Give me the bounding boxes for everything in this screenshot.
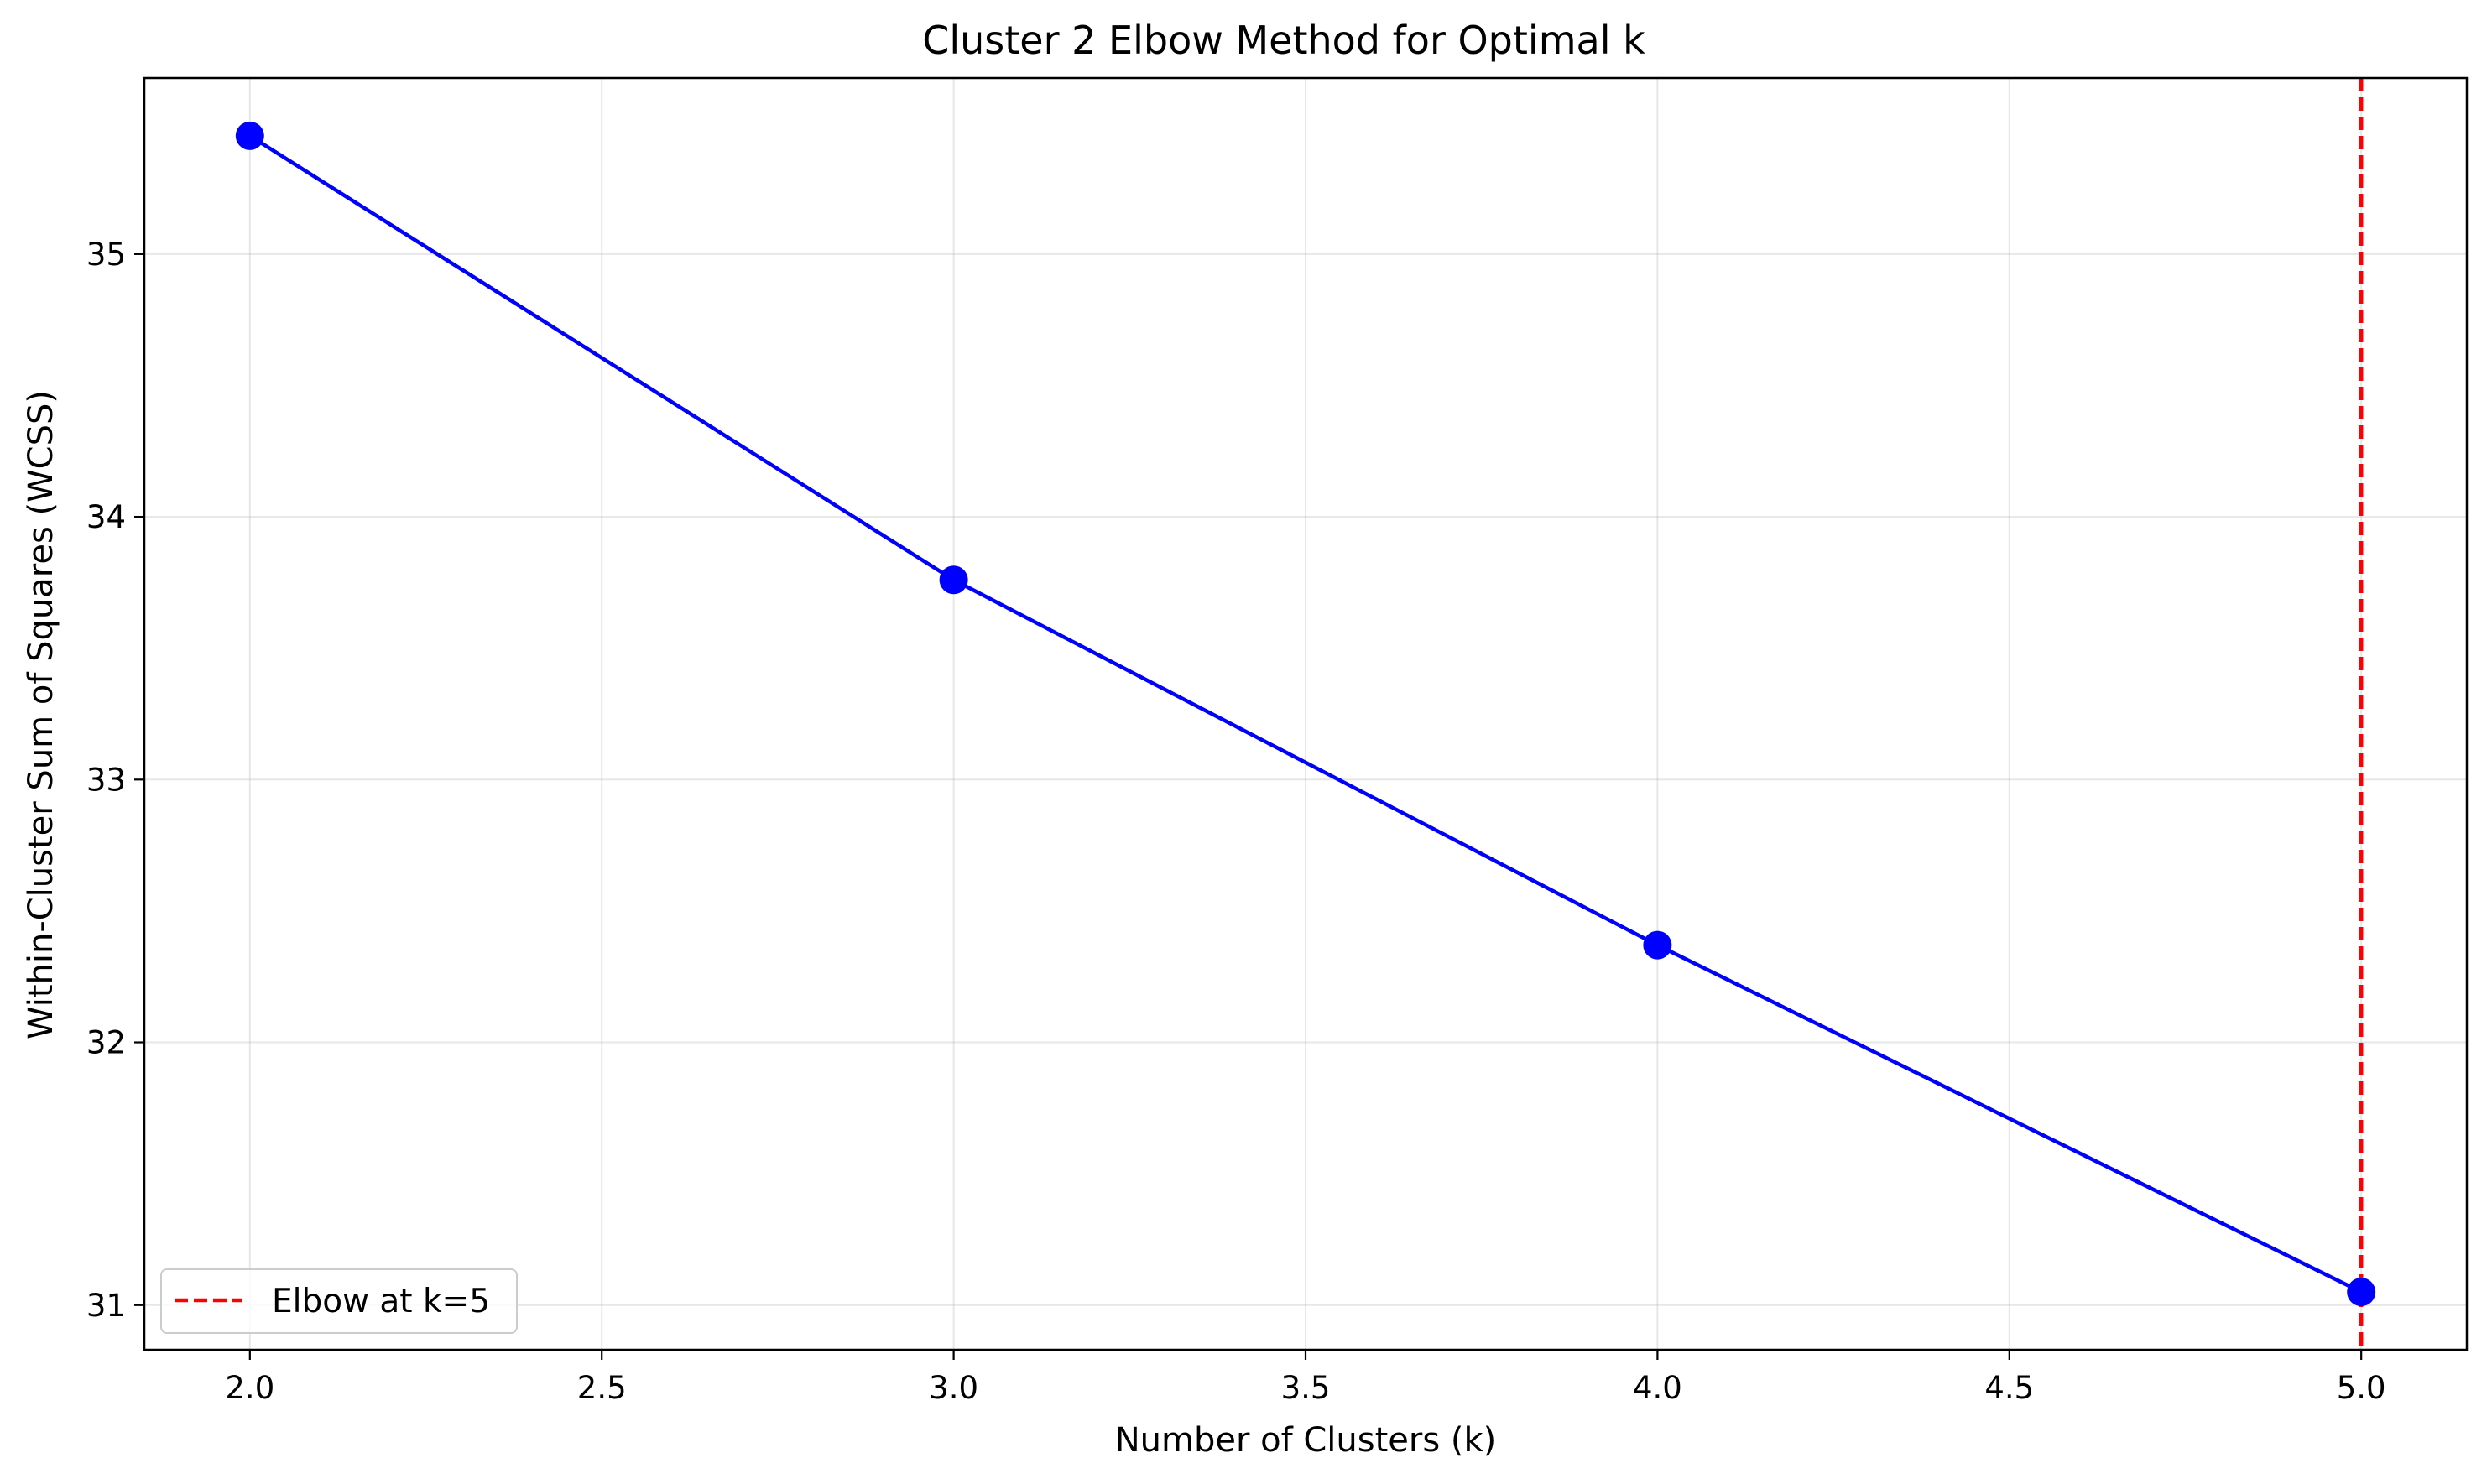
y-axis-label: Within-Cluster Sum of Squares (WCSS) <box>22 390 60 1039</box>
y-tick-label: 31 <box>86 1288 126 1324</box>
x-tick-label: 3.0 <box>929 1370 978 1406</box>
y-tick-label: 34 <box>86 499 126 535</box>
chart-title: Cluster 2 Elbow Method for Optimal k <box>922 18 1645 63</box>
x-tick-label: 4.5 <box>1984 1370 2034 1406</box>
axis-ticks: 2.0 2.5 3.0 3.5 4.0 4.5 5.0 31 32 33 34 35 <box>86 237 2386 1406</box>
legend-label-elbow: Elbow at k=5 <box>272 1283 490 1320</box>
y-tick-label: 35 <box>86 237 126 273</box>
y-tick-label: 32 <box>86 1025 126 1061</box>
data-point <box>1643 930 1672 960</box>
wcss-line <box>248 134 2363 1294</box>
x-axis-label: Number of Clusters (k) <box>1115 1421 1497 1460</box>
x-tick-label: 5.0 <box>2337 1370 2386 1406</box>
series-layer <box>235 78 2376 1350</box>
legend-box <box>160 1268 518 1334</box>
x-tick-label: 2.0 <box>225 1370 274 1406</box>
data-point <box>939 565 968 595</box>
grid-lines <box>144 78 2467 1350</box>
x-tick-label: 3.5 <box>1281 1370 1331 1406</box>
x-tick-label: 2.5 <box>577 1370 627 1406</box>
legend: Elbow at k=5 <box>160 1268 518 1334</box>
x-tick-label: 4.0 <box>1633 1370 1682 1406</box>
data-point <box>2347 1278 2376 1307</box>
data-point <box>235 121 264 150</box>
y-tick-label: 33 <box>86 762 126 798</box>
